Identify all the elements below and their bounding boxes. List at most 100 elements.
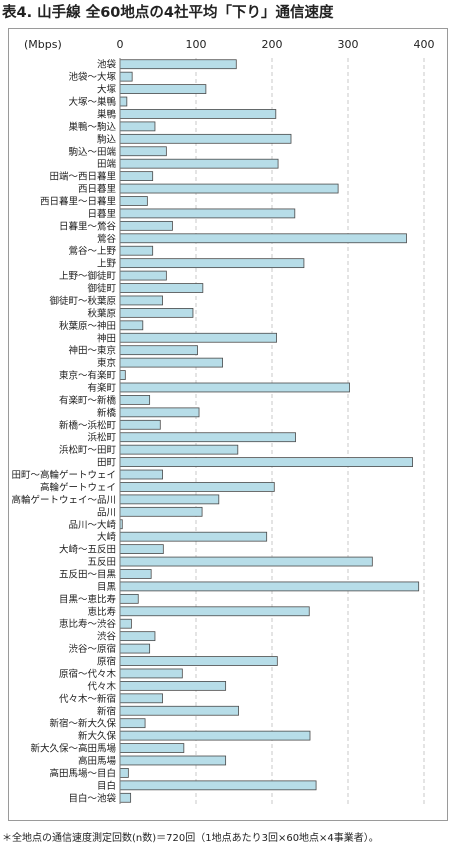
- bar: [119, 96, 128, 107]
- category-label: 御徒町～秋葉原: [49, 295, 116, 307]
- category-label: 田端: [97, 158, 117, 170]
- bar: [119, 792, 132, 803]
- category-label: 目黒: [97, 582, 117, 593]
- bar: [119, 506, 203, 517]
- category-label: 秋葉原～神田: [59, 320, 116, 332]
- bar: [119, 631, 156, 642]
- category-label: 神田: [97, 332, 116, 344]
- bar: [119, 693, 163, 704]
- category-label: 鶯谷: [97, 233, 117, 245]
- bar: [119, 469, 163, 480]
- bar: [119, 444, 239, 455]
- category-label: 目白: [97, 780, 116, 792]
- bar: [119, 59, 237, 70]
- x-tick-label: 200: [262, 38, 283, 51]
- bar: [119, 208, 296, 219]
- bar: [119, 581, 420, 592]
- x-tick-label: 400: [414, 38, 435, 51]
- category-label: 田町: [97, 458, 117, 469]
- category-label: 恵比寿: [87, 606, 116, 618]
- bar: [119, 382, 350, 393]
- bar: [119, 593, 139, 604]
- bar: [119, 482, 275, 492]
- bar: [119, 681, 227, 691]
- bar: [119, 158, 279, 169]
- bar: [119, 544, 164, 554]
- category-label: 新大久保～高田馬場: [30, 743, 116, 755]
- category-label: 神田～東京: [68, 345, 116, 357]
- category-label: 駒込: [97, 133, 117, 145]
- category-label: 上野～御徒町: [59, 270, 117, 282]
- category-label: 有楽町～新橋: [59, 394, 117, 406]
- category-label: 高輪ゲートウェイ～品川: [11, 494, 116, 506]
- bar: [119, 457, 414, 467]
- bar: [119, 270, 167, 281]
- bar: [119, 494, 220, 505]
- bar: [119, 618, 132, 629]
- bar: [119, 258, 305, 269]
- category-label: 渋谷: [97, 631, 117, 643]
- category-label: 原宿～代々木: [59, 668, 117, 680]
- bar: [119, 370, 126, 380]
- category-label: 鶯谷～上野: [68, 245, 116, 257]
- bar: [119, 531, 268, 542]
- category-label: 大塚: [97, 84, 117, 96]
- page-title: 表4. 山手線 全60地点の4社平均「下り」通信速度: [2, 5, 334, 21]
- bar: [119, 308, 194, 318]
- bar: [119, 755, 227, 766]
- bar: [119, 718, 146, 729]
- category-label: 池袋: [97, 59, 117, 71]
- bars: [119, 59, 420, 803]
- category-labels: 池袋池袋～大塚大塚大塚～巣鴨巣鴨巣鴨～駒込駒込駒込～田端田端田端～西日暮里西日暮…: [11, 59, 116, 805]
- category-label: 巣鴨: [97, 108, 117, 120]
- category-label: 五反田: [87, 557, 116, 568]
- category-label: 五反田～目黒: [59, 569, 117, 580]
- category-label: 池袋～大塚: [68, 71, 116, 83]
- category-label: 浜松町～田町: [59, 444, 117, 456]
- category-label: 有楽町: [87, 382, 116, 394]
- x-tick-label: 300: [338, 38, 359, 51]
- category-label: 新宿～新大久保: [49, 718, 116, 730]
- bar: [119, 133, 292, 144]
- bar: [119, 556, 373, 567]
- bar: [119, 171, 154, 181]
- chart-frame: [8, 28, 448, 821]
- category-label: 新橋: [97, 407, 117, 419]
- category-label: 目黒～恵比寿: [59, 593, 116, 605]
- bar: [119, 345, 198, 356]
- category-label: 秋葉原: [87, 307, 116, 319]
- category-label: 田町～高輪ゲートウェイ: [11, 469, 116, 481]
- footnote: ＊全地点の通信速度測定回数(n数)＝720回（1地点あたり3回×60地点×4事業…: [2, 833, 379, 844]
- bar: [119, 743, 185, 753]
- bar: [119, 233, 407, 244]
- category-label: 日暮里: [87, 208, 116, 220]
- bar: [119, 84, 207, 94]
- category-label: 高輪ゲートウェイ: [40, 481, 116, 493]
- unit-label: (Mbps): [24, 38, 62, 51]
- bar: [119, 245, 154, 256]
- bar: [119, 768, 129, 778]
- category-label: 品川: [97, 507, 116, 518]
- bar: [119, 419, 161, 430]
- category-label: 大崎～五反田: [59, 544, 116, 556]
- category-label: 原宿: [97, 656, 116, 668]
- category-label: 上野: [97, 259, 117, 270]
- category-label: 目白～池袋: [68, 792, 116, 804]
- x-axis-ticks: 0 100 200 300 400: [117, 38, 435, 51]
- bar: [119, 656, 278, 666]
- category-label: 大塚～巣鴨: [68, 96, 116, 108]
- grid-lines: [195, 58, 425, 804]
- category-label: 西日暮里～日暮里: [40, 195, 116, 207]
- category-label: 田端～西日暮里: [49, 171, 116, 183]
- bar: [119, 220, 173, 231]
- bar: [119, 183, 339, 194]
- category-label: 代々木: [87, 680, 116, 692]
- category-label: 新橋～浜松町: [59, 419, 117, 431]
- bar: [119, 71, 133, 82]
- bar: [119, 121, 156, 132]
- category-label: 駒込～田端: [68, 146, 116, 158]
- bar: [119, 283, 204, 293]
- bar: [119, 432, 296, 443]
- bar: [119, 780, 317, 791]
